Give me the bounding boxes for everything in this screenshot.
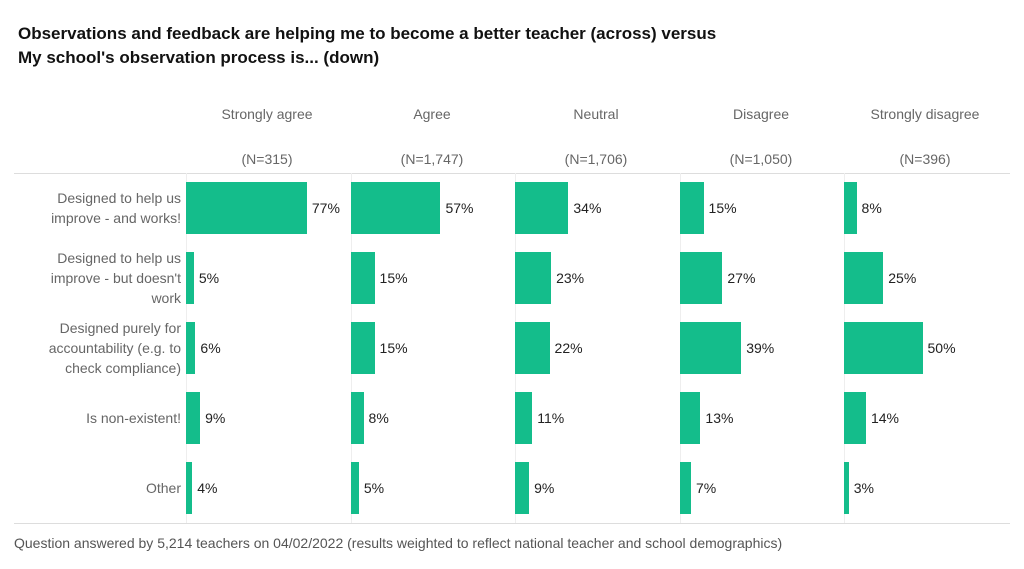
bar [186, 392, 201, 444]
data-label: 3% [853, 480, 874, 496]
bar [351, 322, 375, 374]
bar [515, 182, 569, 234]
column-header: Strongly agree [221, 106, 313, 122]
row-label-line: improve - but doesn't [50, 270, 181, 286]
bar [351, 252, 375, 304]
data-label: 77% [311, 200, 340, 216]
column-header: Agree [413, 106, 451, 122]
data-label: 7% [695, 480, 717, 496]
data-label: 9% [205, 410, 226, 426]
bar [515, 462, 530, 514]
bar [351, 182, 441, 234]
bar [351, 462, 359, 514]
bar [515, 392, 533, 444]
bar [680, 462, 691, 514]
bar [680, 252, 723, 304]
row-label: Is non-existent! [10, 392, 181, 444]
title-line-2: My school's observation process is... (d… [18, 48, 380, 67]
bar [186, 182, 307, 234]
bar [844, 182, 857, 234]
row-label: Other [10, 462, 181, 514]
data-label: 22% [554, 340, 583, 356]
data-label: 5% [198, 270, 220, 286]
data-label: 8% [861, 200, 882, 216]
data-label: 15% [379, 340, 408, 356]
row-label-line: Designed to help us [57, 250, 181, 266]
row-label-line: accountability (e.g. to [48, 340, 181, 356]
bar [680, 182, 704, 234]
bar [844, 392, 866, 444]
data-label: 39% [746, 340, 775, 356]
row-label: Designed to help us improve - but doesn't… [10, 250, 181, 306]
data-label: 50% [927, 340, 956, 356]
data-label: 11% [537, 410, 565, 426]
row-label: Designed purely for accountability (e.g. … [10, 320, 181, 376]
row-label-line: Designed to help us [57, 190, 181, 206]
bar [515, 322, 550, 374]
row-label-line: Designed purely for [59, 320, 181, 336]
data-label: 13% [705, 410, 734, 426]
data-label: 15% [708, 200, 737, 216]
row-label-line: improve - and works! [51, 210, 181, 226]
row-label-line: Other [145, 480, 181, 496]
data-label: 9% [534, 480, 555, 496]
data-label: 23% [556, 270, 585, 286]
bar [844, 322, 923, 374]
column-n-label: (N=396) [899, 151, 951, 167]
bar [844, 462, 849, 514]
column-n-label: (N=1,050) [729, 151, 793, 167]
bar [680, 322, 742, 374]
data-label: 15% [379, 270, 408, 286]
data-label: 34% [573, 200, 602, 216]
column-n-label: (N=315) [241, 151, 293, 167]
data-label: 25% [888, 270, 917, 286]
footnote: Question answered by 5,214 teachers on 0… [14, 535, 783, 551]
bottom-axis-line [14, 523, 1010, 524]
data-label: 6% [200, 340, 221, 356]
data-label: 5% [363, 480, 385, 496]
bar [351, 392, 364, 444]
title-line-1: Observations and feedback are helping me… [18, 24, 717, 43]
data-label: 14% [870, 410, 899, 426]
bar [186, 252, 194, 304]
bar [186, 462, 193, 514]
bar [515, 252, 552, 304]
row-label-line: work [151, 290, 181, 306]
data-label: 27% [727, 270, 756, 286]
column-n-label: (N=1,747) [400, 151, 464, 167]
data-label: 8% [368, 410, 389, 426]
row-label: Designed to help us improve - and works! [10, 182, 181, 234]
row-label-line: Is non-existent! [86, 410, 181, 426]
row-label-line: check compliance) [65, 360, 181, 376]
data-label: 4% [197, 480, 218, 496]
bar [680, 392, 701, 444]
bar [186, 322, 196, 374]
chart-title: Observations and feedback are helping me… [18, 22, 716, 70]
header-divider [14, 173, 1010, 174]
column-n-label: (N=1,706) [564, 151, 628, 167]
column-header: Strongly disagree [870, 106, 980, 122]
data-label: 57% [445, 200, 474, 216]
bar [844, 252, 884, 304]
column-header: Neutral [573, 106, 619, 122]
column-header: Disagree [732, 106, 790, 122]
